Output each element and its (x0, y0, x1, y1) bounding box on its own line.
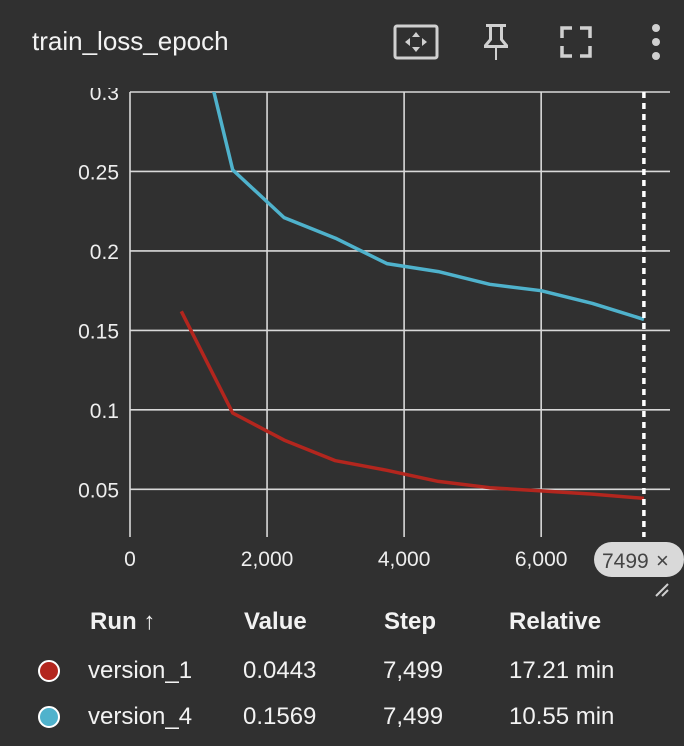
x-tick-label: 4,000 (378, 548, 431, 571)
fullscreen-button[interactable] (552, 18, 600, 66)
card-header: train_loss_epoch (0, 0, 684, 88)
legend-value: 0.0443 (243, 657, 317, 684)
legend-step: 7,499 (383, 703, 444, 730)
legend-relative: 17.21 min (509, 657, 615, 684)
x-tick-label: 2,000 (241, 548, 294, 571)
more-vert-icon (652, 24, 660, 60)
resize-handle-icon[interactable] (655, 583, 669, 597)
pin-button[interactable] (472, 18, 520, 66)
x-tick-label: 6,000 (515, 548, 568, 571)
series-line-version_4[interactable] (181, 88, 645, 322)
cursor-step-badge[interactable] (594, 542, 684, 577)
chart-title: train_loss_epoch (32, 26, 229, 56)
fit-domain-button[interactable] (392, 18, 440, 66)
y-tick-label: 0.05 (78, 479, 119, 502)
series-color-dot (38, 706, 60, 728)
legend-header-step[interactable]: Step (384, 608, 437, 635)
y-tick-label: 0.25 (78, 161, 119, 184)
legend-row: version_4 0.1569 7,499 10.55 min (0, 694, 684, 740)
series-line-version_1[interactable] (179, 310, 645, 501)
fit-domain-icon (393, 24, 439, 60)
legend-relative: 10.55 min (509, 703, 615, 730)
legend-run-name: version_1 (88, 657, 193, 684)
more-options-button[interactable] (632, 18, 680, 66)
series-color-dot (38, 660, 60, 682)
legend-run-name: version_4 (88, 703, 193, 730)
y-tick-label: 0.15 (78, 320, 119, 343)
cursor-step-label: 7499 (602, 550, 649, 573)
legend-step: 7,499 (383, 657, 444, 684)
y-tick-label: 0.1 (90, 400, 119, 423)
line-chart[interactable]: 0.05 0.1 0.15 0.2 0.25 0.3 0 2,000 4,000 6,000 749… (0, 82, 684, 608)
legend-row: version_1 0.0443 7,499 17.21 min (0, 648, 684, 694)
cursor-close-icon[interactable]: × (656, 548, 669, 573)
legend-header-run[interactable]: Run ↑ (90, 608, 156, 635)
x-tick-label: 0 (124, 548, 136, 571)
pin-icon (484, 24, 508, 60)
legend-header-relative[interactable]: Relative (509, 608, 602, 635)
chart-area[interactable]: 0.05 0.1 0.15 0.2 0.25 0.3 0 2,000 4,000 6,000 749… (0, 82, 684, 608)
y-tick-label: 0.3 (90, 88, 119, 105)
legend-value: 0.1569 (243, 703, 317, 730)
legend-header-value[interactable]: Value (244, 608, 307, 635)
fullscreen-icon (560, 26, 592, 58)
y-tick-label: 0.2 (90, 241, 119, 264)
